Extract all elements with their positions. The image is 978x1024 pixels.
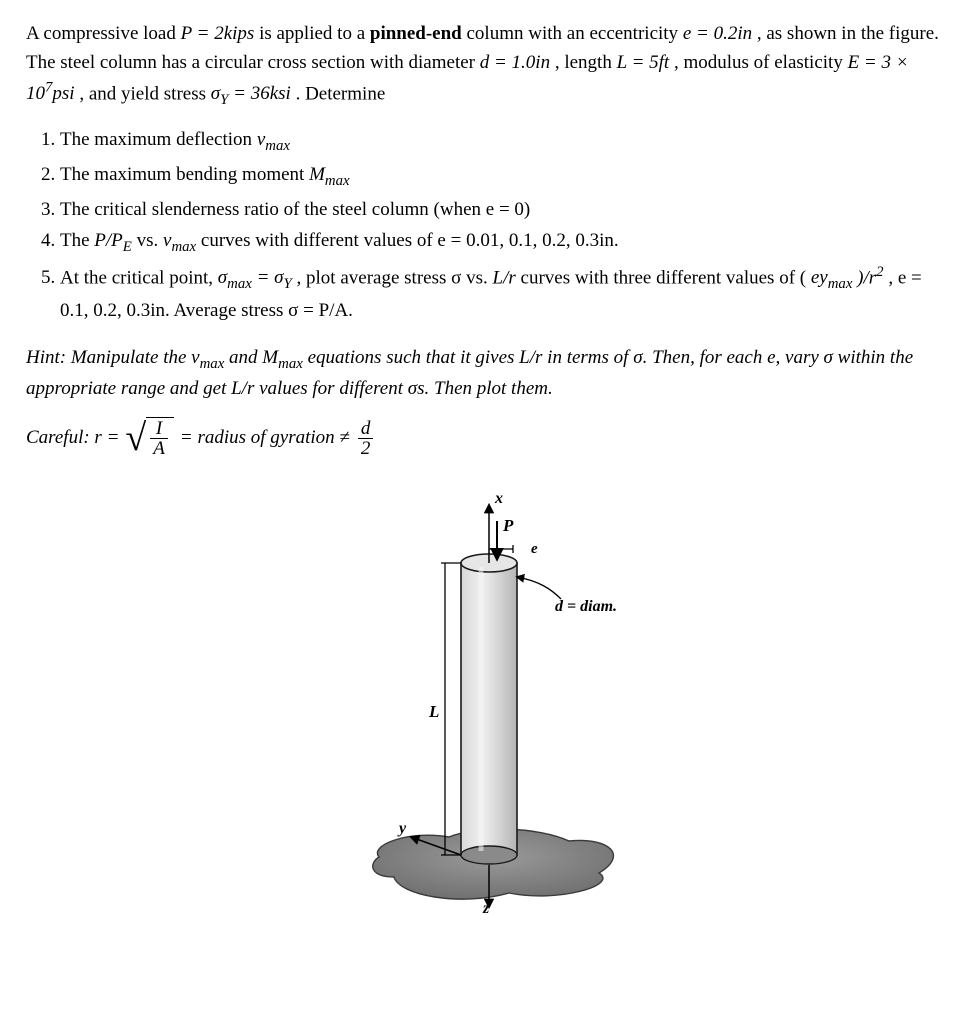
q5-sigsub: max [227, 276, 252, 292]
hint-paragraph: Hint: Manipulate the vmax and Mmax equat… [26, 344, 952, 404]
eq-E-post: psi [52, 83, 74, 104]
sqrt-body: I A [146, 417, 174, 459]
q1-text: The maximum deflection [60, 129, 257, 150]
q4-vsub: max [171, 239, 196, 255]
hint-M: M [262, 347, 278, 368]
eq-sigmaY: σY = 36ksi [211, 83, 296, 104]
q4-vmax: vmax [163, 230, 196, 251]
label-x: x [494, 490, 503, 507]
label-e: e [531, 541, 538, 557]
intro-seg5: , length [555, 52, 617, 73]
q5-c: curves with three different values of ( [521, 267, 807, 288]
q5-eymax: eymax [811, 267, 853, 288]
problem-statement: A compressive load P = 2kips is applied … [26, 20, 952, 111]
intro-seg6: , modulus of elasticity [674, 52, 848, 73]
frac-den-2: 2 [358, 438, 374, 458]
intro-seg7: , and yield stress [79, 83, 210, 104]
frac-den-A: A [150, 438, 168, 458]
q4-PPE: P/PE [94, 230, 132, 251]
q4-c: curves with different values of e = 0.01… [201, 230, 619, 251]
frac-num-d: d [358, 419, 374, 438]
hint-a: Hint: Manipulate the [26, 347, 191, 368]
q1-sub: max [265, 138, 290, 154]
q5-a: At the critical point, [60, 267, 218, 288]
q5-eq-sigY: = σY [257, 267, 292, 288]
hint-v: v [191, 347, 199, 368]
eq-L: L = 5ft [617, 52, 670, 73]
column-cylinder-body [461, 563, 517, 855]
q5-Lr: L/r [493, 267, 516, 288]
column-bottom-cap [461, 846, 517, 864]
hint-Msub: max [278, 355, 303, 371]
q4-a: The [60, 230, 94, 251]
q5-sig: σ [218, 267, 227, 288]
q5-r2: 2 [876, 264, 883, 280]
eq-e: e = 0.2in [683, 23, 752, 44]
question-4: The P/PE vs. vmax curves with different … [60, 226, 952, 259]
q5-b: , plot average stress σ vs. [297, 267, 493, 288]
question-3: The critical slenderness ratio of the st… [60, 195, 952, 224]
q5-ey: ey [811, 267, 828, 288]
eq-P: P = 2kips [181, 23, 255, 44]
diam-leader [517, 577, 561, 599]
hint-vsub: max [200, 355, 225, 371]
question-2: The maximum bending moment Mmax [60, 160, 952, 193]
column-diagram-svg: x P e d = diam. L y z [299, 485, 679, 915]
sigY-post: = 36ksi [228, 83, 290, 104]
q1-v: v [257, 129, 265, 150]
q2-text: The maximum bending moment [60, 164, 309, 185]
intro-seg8: . Determine [296, 83, 386, 104]
label-y: y [397, 820, 407, 837]
question-5: At the critical point, σmax = σY , plot … [60, 261, 952, 326]
frac-d-2: d 2 [358, 419, 374, 458]
pinned-end: pinned-end [370, 23, 462, 44]
q5-eq: = σ [257, 267, 284, 288]
q5-eysub: max [828, 276, 853, 292]
q2-Mmax: Mmax [309, 164, 350, 185]
question-list: The maximum deflection vmax The maximum … [26, 125, 952, 325]
q4-b: vs. [137, 230, 163, 251]
intro-seg3: column with an eccentricity [467, 23, 683, 44]
hint-b: and [229, 347, 262, 368]
sqrt-I-over-A: √ I A [125, 417, 173, 459]
q5-d: )/r [857, 267, 876, 288]
intro-seg2: is applied to a [259, 23, 370, 44]
label-P: P [502, 516, 514, 535]
q1-vmax: vmax [257, 129, 290, 150]
label-z: z [482, 900, 490, 915]
careful-note: Careful: r = √ I A = radius of gyration … [26, 417, 952, 459]
hint-vmax: vmax [191, 347, 224, 368]
label-L: L [428, 702, 439, 721]
hint-Mmax: Mmax [262, 347, 303, 368]
column-figure: x P e d = diam. L y z [26, 485, 952, 925]
q2-M: M [309, 164, 325, 185]
q5-sigmax: σmax [218, 267, 252, 288]
q2-sub: max [325, 173, 350, 189]
label-d: d = diam. [555, 598, 617, 615]
eq-d: d = 1.0in [480, 52, 550, 73]
q4-Esub: E [123, 239, 132, 255]
frac-num-I: I [150, 419, 168, 438]
careful-a: Careful: r = [26, 424, 119, 453]
sqrt-sign-icon: √ [125, 417, 146, 459]
q5-Ysub: Y [284, 276, 292, 292]
question-1: The maximum deflection vmax [60, 125, 952, 158]
frac-I-A: I A [150, 419, 168, 458]
intro-seg1: A compressive load [26, 23, 181, 44]
q4-P: P/P [94, 230, 123, 251]
careful-b: = radius of gyration ≠ [180, 424, 350, 453]
sigY-pre: σ [211, 83, 220, 104]
q3-text: The critical slenderness ratio of the st… [60, 199, 530, 220]
